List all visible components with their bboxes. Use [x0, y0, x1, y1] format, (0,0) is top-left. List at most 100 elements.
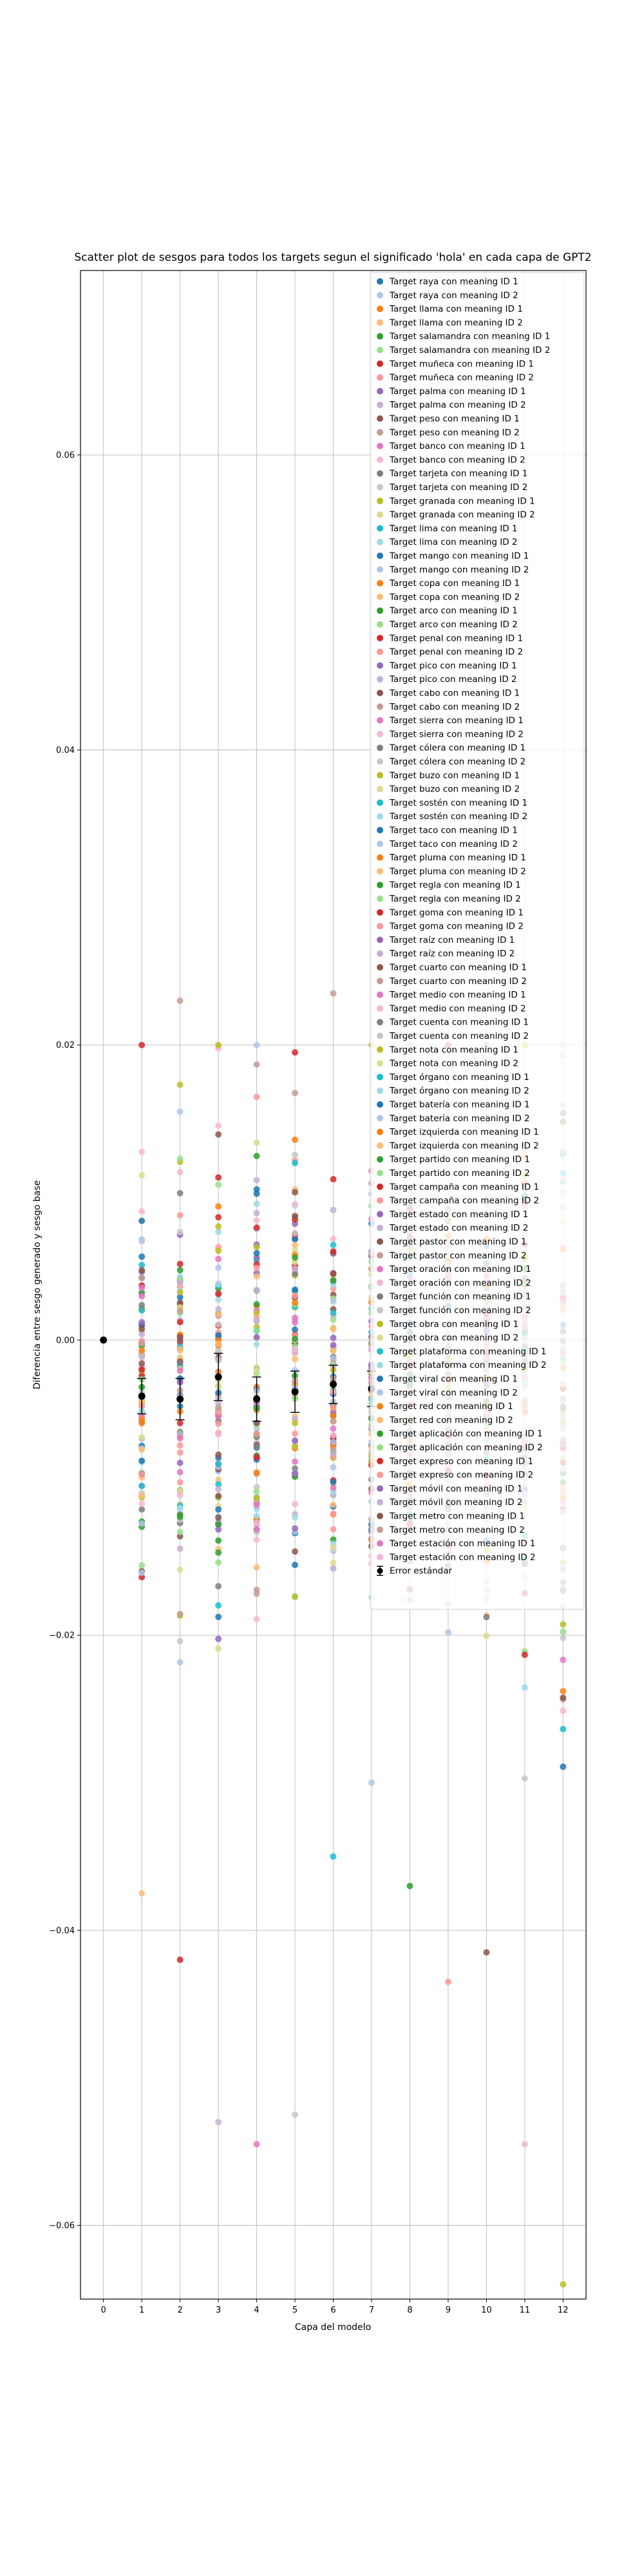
data-point — [176, 1419, 184, 1426]
legend-marker — [377, 827, 383, 833]
data-point — [176, 1659, 184, 1666]
legend-marker — [377, 374, 383, 381]
legend: Target raya con meaning ID 1 Target raya … — [370, 272, 585, 1610]
data-point — [215, 1181, 222, 1188]
data-point — [292, 1458, 299, 1465]
legend-marker — [377, 607, 383, 614]
legend-label: Target medio con meaning ID 1 — [389, 990, 526, 1000]
legend-label: Target pastor con meaning ID 1 — [389, 1237, 527, 1247]
data-point — [253, 1041, 260, 1048]
data-point — [292, 1470, 299, 1477]
data-point — [330, 1479, 337, 1486]
data-point — [292, 1049, 299, 1056]
data-point — [292, 1430, 299, 1437]
data-point — [215, 1041, 222, 1048]
data-point — [215, 1537, 222, 1544]
legend-marker — [377, 634, 383, 641]
legend-label: Target peso con meaning ID 1 — [389, 414, 520, 424]
data-point — [521, 2141, 528, 2148]
legend-label: Target raíz con meaning ID 1 — [389, 935, 515, 945]
legend-marker — [377, 497, 383, 504]
data-point — [176, 1513, 184, 1520]
legend-label: Target pico con meaning ID 1 — [389, 661, 517, 671]
data-point — [330, 1325, 337, 1332]
legend-label: Target partido con meaning ID 2 — [389, 1168, 530, 1179]
data-point — [215, 2119, 222, 2126]
x-tick-label: 2 — [177, 2306, 182, 2315]
legend-marker — [377, 1252, 383, 1259]
data-point — [292, 1236, 299, 1243]
legend-marker — [377, 1293, 383, 1300]
legend-label: Target red con meaning ID 2 — [389, 1415, 513, 1425]
data-point — [292, 1437, 299, 1444]
data-point — [330, 1412, 337, 1419]
data-point — [215, 1264, 222, 1271]
data-point — [483, 1614, 490, 1621]
x-axis-label: Capa del modelo — [295, 2322, 371, 2333]
data-point — [138, 1302, 146, 1309]
data-point — [560, 1694, 567, 1701]
data-point — [138, 1520, 146, 1527]
legend-marker — [377, 744, 383, 752]
data-point — [330, 1248, 337, 1255]
legend-label: Target cuenta con meaning ID 2 — [389, 1031, 529, 1041]
legend-label: Target penal con meaning ID 1 — [389, 633, 523, 643]
data-point — [138, 1284, 146, 1291]
data-point — [215, 1332, 222, 1339]
legend-marker — [377, 319, 383, 326]
data-point — [176, 1334, 184, 1341]
data-point — [138, 1325, 146, 1332]
data-point — [330, 1450, 337, 1457]
legend-label: Target estado con meaning ID 2 — [389, 1223, 528, 1233]
data-point — [138, 1293, 146, 1300]
legend-marker — [377, 360, 383, 367]
data-point — [215, 1506, 222, 1513]
legend-marker — [377, 964, 383, 971]
data-point — [215, 1347, 222, 1354]
data-point — [215, 1549, 222, 1556]
legend-label: Target buzo con meaning ID 2 — [389, 784, 520, 795]
data-point — [292, 2111, 299, 2118]
data-point — [215, 1559, 222, 1566]
data-point — [176, 1479, 184, 1486]
data-point — [138, 1319, 146, 1326]
data-point — [215, 1421, 222, 1428]
data-point — [253, 1444, 260, 1451]
data-point — [330, 1277, 337, 1284]
legend-marker — [377, 1457, 383, 1464]
error-mean-point — [330, 1381, 337, 1388]
error-mean-point — [100, 1336, 108, 1344]
data-point — [330, 1559, 337, 1566]
data-point — [253, 1287, 260, 1294]
legend-label: Target cólera con meaning ID 2 — [389, 757, 526, 767]
data-point — [292, 1258, 299, 1265]
legend-label: Target campaña con meaning ID 2 — [389, 1196, 539, 1206]
data-point — [406, 1882, 413, 1889]
data-point — [253, 1616, 260, 1623]
legend-marker — [377, 484, 383, 491]
legend-marker — [377, 936, 383, 943]
data-point — [521, 1775, 528, 1782]
x-tick-label: 1 — [139, 2306, 144, 2315]
data-point — [292, 1319, 299, 1326]
data-point — [176, 1459, 184, 1466]
data-point — [560, 1628, 567, 1635]
data-point — [176, 1359, 184, 1366]
data-point — [176, 1169, 184, 1176]
legend-marker — [377, 1197, 383, 1204]
data-point — [138, 1471, 146, 1478]
data-point — [292, 1270, 299, 1277]
legend-marker — [377, 1307, 383, 1314]
data-point — [292, 1443, 299, 1450]
legend-marker — [377, 566, 383, 573]
legend-label: Target metro con meaning ID 2 — [389, 1525, 525, 1535]
data-point — [215, 1492, 222, 1499]
data-point — [253, 1317, 260, 1324]
legend-label: Target pico con meaning ID 2 — [389, 674, 517, 685]
data-point — [292, 1229, 299, 1236]
legend-marker — [377, 1224, 383, 1231]
legend-marker — [377, 1074, 383, 1081]
legend-label: Target granada con meaning ID 1 — [389, 496, 535, 506]
data-point — [253, 1094, 260, 1101]
data-point — [176, 1611, 184, 1618]
